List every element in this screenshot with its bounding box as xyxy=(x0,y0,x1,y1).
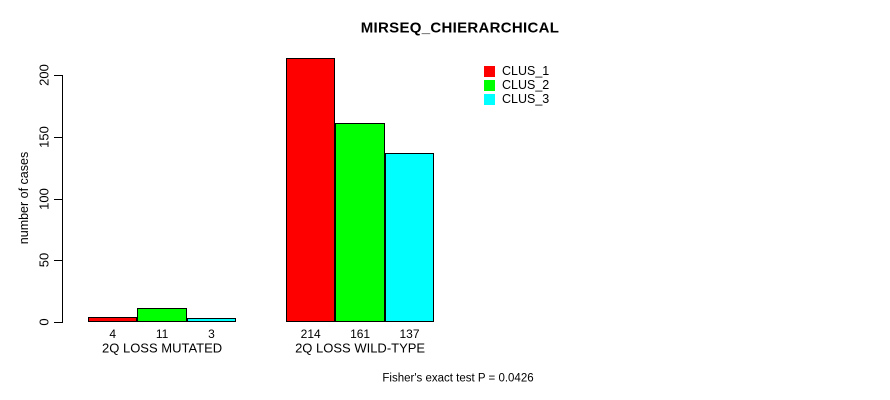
bar-value-label: 161 xyxy=(350,327,371,341)
legend-label: CLUS_3 xyxy=(502,91,550,106)
category-label: 2Q LOSS WILD-TYPE xyxy=(295,340,426,356)
y-tick-label: 150 xyxy=(36,125,52,148)
y-tick-mark xyxy=(54,322,62,323)
y-tick-label: 50 xyxy=(36,253,52,268)
legend-swatch-clus_3 xyxy=(484,93,495,105)
legend-item-clus_3: CLUS_3 xyxy=(484,92,549,106)
bar-value-label: 137 xyxy=(399,327,420,341)
legend-item-clus_2: CLUS_2 xyxy=(484,78,549,92)
bar-clus_3-1 xyxy=(186,318,237,322)
bar-value-label: 4 xyxy=(109,327,117,341)
legend: CLUS_1 CLUS_2 CLUS_3 xyxy=(484,64,549,106)
bar-clus_2-1 xyxy=(137,308,187,322)
bar-clus_2-2 xyxy=(335,123,385,322)
legend-label: CLUS_1 xyxy=(502,63,550,78)
y-axis-line xyxy=(62,75,63,323)
y-tick-label: 0 xyxy=(36,318,52,326)
bar-value-label: 3 xyxy=(208,327,215,341)
bar-clus_3-2 xyxy=(384,152,435,322)
y-tick-mark xyxy=(54,75,62,76)
bar-value-label: 11 xyxy=(155,327,169,341)
bar-clus_1-2 xyxy=(286,57,336,322)
legend-swatch-clus_2 xyxy=(484,79,495,91)
chart-title: MIRSEQ_CHIERARCHICAL xyxy=(360,19,560,37)
annotation-text: Fisher's exact test P = 0.0426 xyxy=(382,372,534,385)
y-tick-mark xyxy=(54,198,62,200)
y-tick-label: 200 xyxy=(36,64,52,86)
legend-item-clus_1: CLUS_1 xyxy=(484,64,549,78)
bar-value-label: 214 xyxy=(300,327,321,341)
y-tick-label: 100 xyxy=(36,187,52,210)
legend-swatch-clus_1 xyxy=(484,65,495,77)
y-tick-mark xyxy=(54,136,62,138)
category-label: 2Q LOSS MUTATED xyxy=(102,340,223,356)
legend-label: CLUS_2 xyxy=(502,77,550,92)
bar-clus_1-1 xyxy=(88,317,138,322)
y-tick-mark xyxy=(54,260,62,262)
